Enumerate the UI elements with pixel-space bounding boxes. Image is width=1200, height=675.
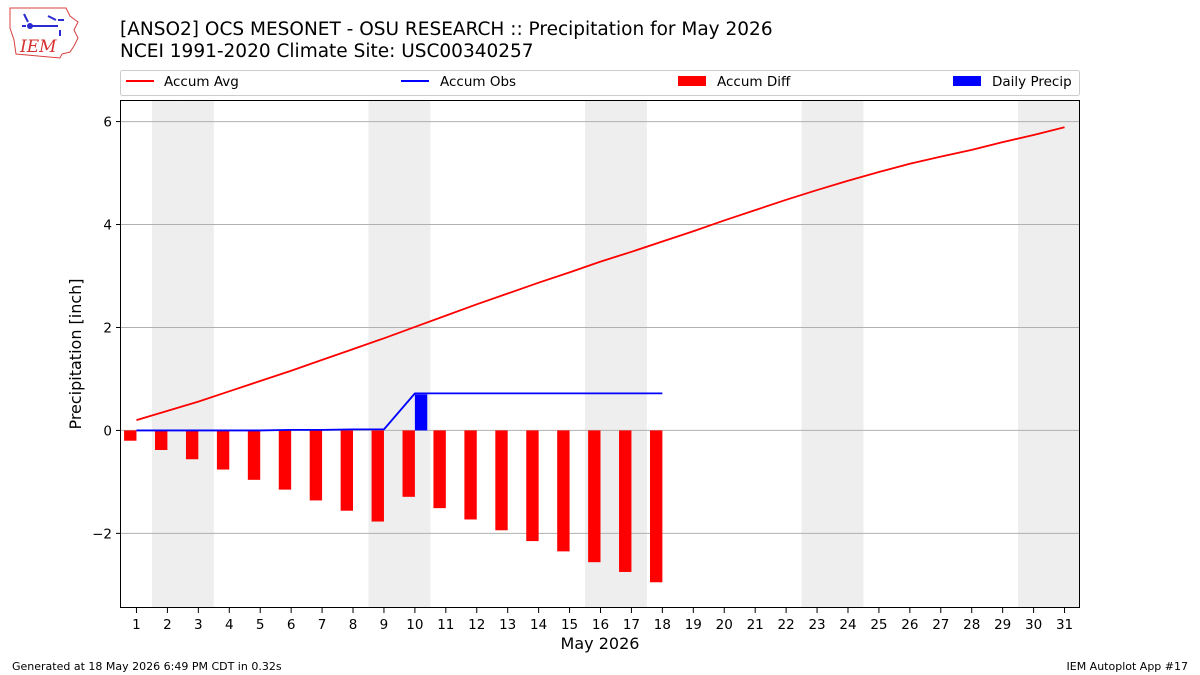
accum-diff-bar-day-9 — [371, 430, 384, 522]
x-tick-label: 9 — [380, 617, 389, 633]
x-tick-label: 18 — [654, 617, 671, 633]
accum-diff-bar-day-7 — [309, 430, 323, 501]
x-tick-label: 17 — [623, 617, 640, 633]
accum-diff-bar-day-11 — [433, 430, 446, 509]
accum-diff-bar-day-2 — [155, 430, 168, 450]
chart-subtitle: NCEI 1991-2020 Climate Site: USC00340257 — [120, 41, 534, 62]
accum-diff-bar-day-12 — [464, 430, 477, 520]
x-tick-label: 20 — [716, 617, 733, 633]
chart-title: [ANSO2] OCS MESONET - OSU RESEARCH :: Pr… — [120, 19, 773, 40]
weekend-band-day-2 — [151, 101, 183, 608]
x-tick-label: 24 — [839, 617, 856, 633]
x-tick-label: 16 — [592, 617, 609, 633]
y-axis-label: Precipitation [inch] — [66, 278, 85, 429]
x-tick-label: 3 — [194, 617, 203, 633]
x-tick-label: 4 — [225, 617, 234, 633]
x-tick-label: 12 — [468, 617, 485, 633]
accum-diff-bar-day-6 — [278, 430, 292, 490]
x-tick-label: 2 — [163, 617, 172, 633]
accum-diff-bar-day-10 — [402, 430, 415, 497]
line-marks — [136, 126, 1065, 432]
accum-diff-bar-day-1 — [124, 430, 137, 441]
weekend-band-day-9 — [368, 101, 400, 608]
legend-label-accum-diff: Accum Diff — [717, 74, 791, 90]
x-tick-label: 1 — [132, 617, 141, 633]
x-tick-label: 19 — [685, 617, 702, 633]
accum-diff-bar-day-5 — [247, 430, 261, 480]
legend-swatch-daily-precip — [953, 76, 981, 86]
legend-label-accum-obs: Accum Obs — [440, 74, 516, 90]
accum-obs-line — [136, 392, 663, 432]
legend-frame — [120, 70, 1080, 96]
x-tick-label: 23 — [808, 617, 825, 633]
weekend-band-day-3 — [182, 101, 214, 608]
y-tick-label: 6 — [103, 115, 112, 131]
weekend-band-day-24 — [832, 101, 864, 608]
accum-diff-bar-day-18 — [649, 430, 663, 583]
y-tick-label: 0 — [103, 423, 112, 439]
x-tick-label: 31 — [1056, 617, 1073, 633]
weather-symbol-icon — [22, 13, 64, 36]
footer-app: IEM Autoplot App #17 — [1067, 660, 1189, 673]
x-tick-label: 8 — [349, 617, 358, 633]
accum-diff-bar-day-16 — [588, 430, 601, 563]
x-tick-label: 26 — [901, 617, 918, 633]
footer-generated: Generated at 18 May 2026 6:49 PM CDT in … — [12, 660, 282, 673]
x-axis-label: May 2026 — [561, 634, 640, 653]
iem-logo: IEM — [9, 7, 79, 59]
y-tick-label: 2 — [103, 320, 112, 336]
x-tick-label: 15 — [561, 617, 578, 633]
logo-text: IEM — [19, 37, 57, 57]
legend-label-accum-avg: Accum Avg — [164, 74, 239, 90]
x-tick-label: 13 — [499, 617, 516, 633]
daily-precip-bar-day-10 — [414, 394, 428, 431]
x-tick-label: 5 — [256, 617, 265, 633]
accum-diff-bar-day-15 — [557, 430, 570, 552]
x-tick-label: 30 — [1025, 617, 1042, 633]
x-tick-label: 29 — [994, 617, 1011, 633]
accum-diff-bar-day-3 — [185, 430, 199, 460]
legend: Accum Avg Accum Obs Accum Diff Daily Pre… — [120, 70, 1080, 96]
accum-diff-bar-day-17 — [619, 430, 632, 572]
legend-swatch-accum-diff — [678, 76, 706, 86]
weekend-band-day-31 — [1049, 101, 1080, 608]
weekend-band-day-10 — [399, 101, 431, 608]
x-tick-label: 11 — [437, 617, 454, 633]
accum-diff-bar-day-8 — [340, 430, 354, 511]
x-tick-label: 25 — [870, 617, 887, 633]
weekend-band-day-23 — [801, 101, 833, 608]
y-tick-label: 4 — [103, 218, 112, 234]
legend-label-daily-precip: Daily Precip — [992, 74, 1072, 90]
x-tick-label: 27 — [932, 617, 949, 633]
accum-diff-bar-day-4 — [216, 430, 230, 470]
x-tick-label: 7 — [318, 617, 327, 633]
x-tick-label: 21 — [747, 617, 764, 633]
accum-diff-bar-day-14 — [526, 430, 539, 542]
weekend-shading — [151, 101, 1080, 608]
weekend-band-day-30 — [1018, 101, 1050, 608]
bar-marks — [124, 394, 663, 583]
plot-frame — [120, 100, 1080, 608]
x-tick-label: 22 — [778, 617, 795, 633]
x-tick-label: 10 — [406, 617, 423, 633]
accum-avg-line — [136, 126, 1065, 421]
y-tick-label: −2 — [92, 526, 112, 542]
x-tick-label: 14 — [530, 617, 547, 633]
x-tick-label: 28 — [963, 617, 980, 633]
accum-diff-bar-day-13 — [495, 430, 508, 531]
iowa-outline-icon — [9, 7, 79, 59]
weather-dot-icon — [27, 23, 33, 29]
x-tick-label: 6 — [287, 617, 296, 633]
